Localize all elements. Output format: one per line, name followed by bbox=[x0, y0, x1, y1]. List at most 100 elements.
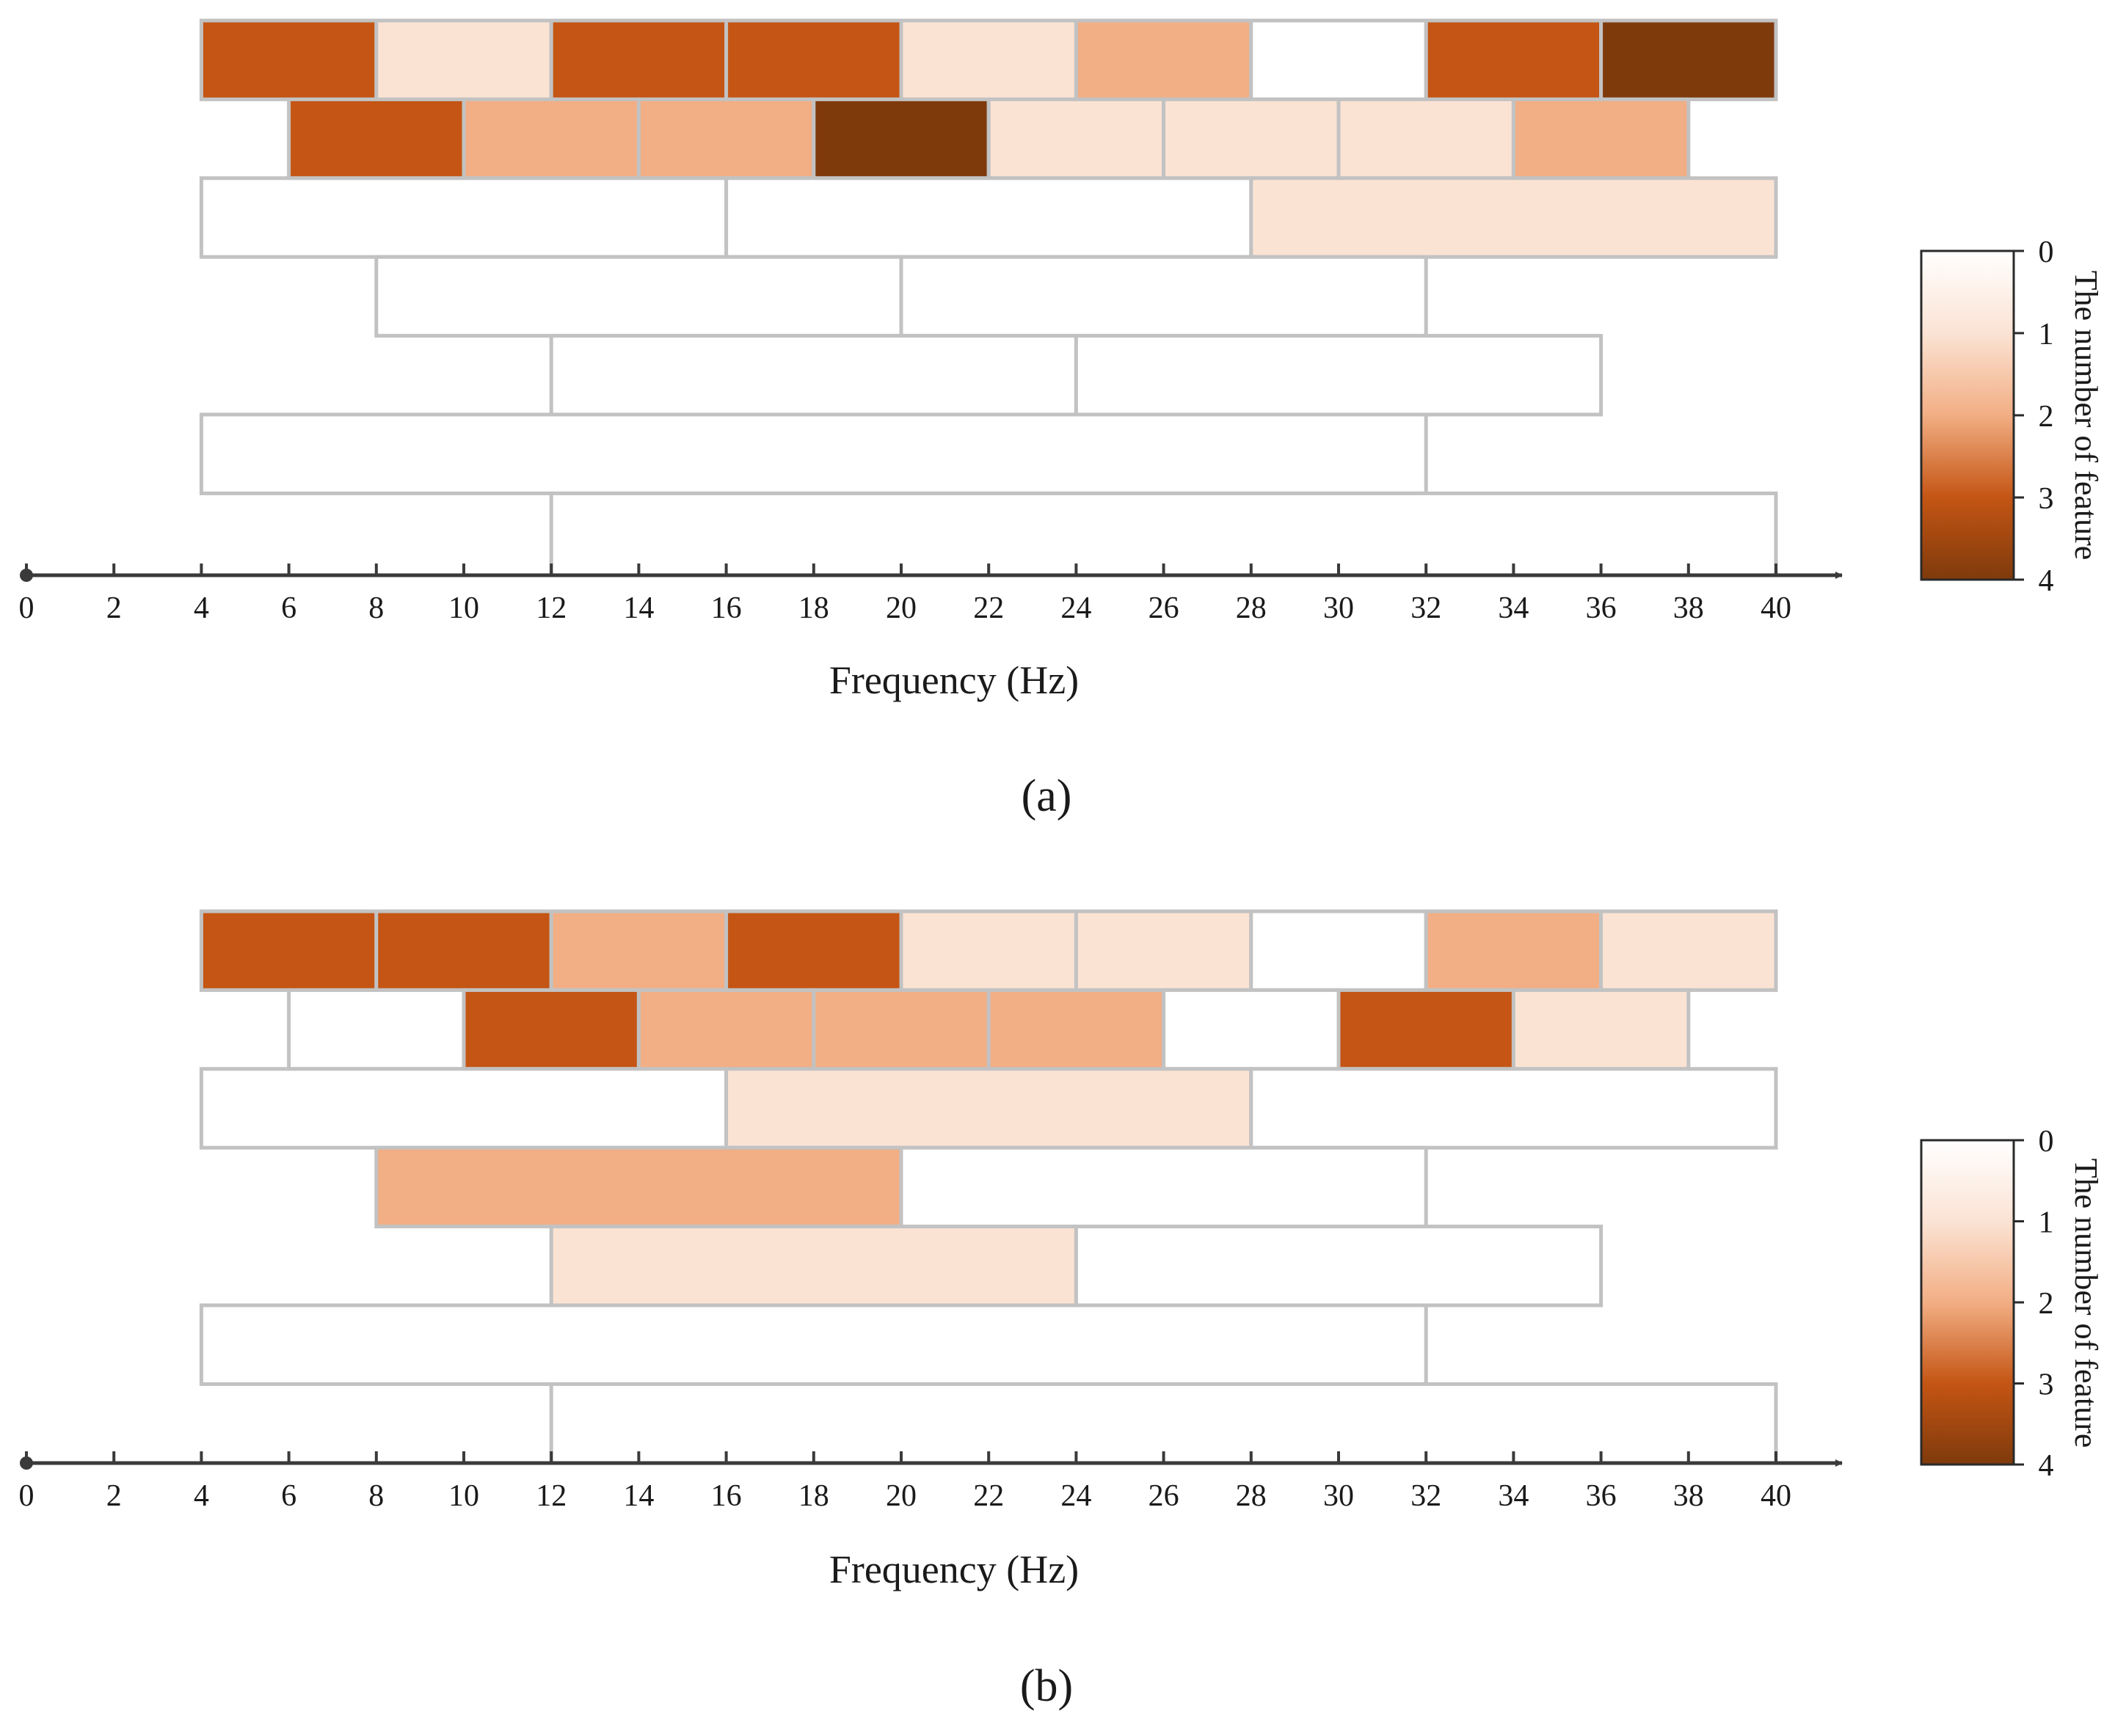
band-cell bbox=[1162, 97, 1341, 180]
heatmap-cells-b bbox=[199, 909, 1778, 1465]
x-tick-label: 22 bbox=[973, 591, 1004, 625]
band-cell bbox=[724, 18, 903, 101]
band-cell bbox=[1249, 176, 1778, 259]
band-cell bbox=[374, 255, 903, 338]
band-cell bbox=[724, 176, 1253, 259]
x-tick-label: 22 bbox=[973, 1479, 1004, 1513]
band-cell bbox=[199, 176, 729, 259]
x-tick-label: 36 bbox=[1586, 1479, 1617, 1513]
x-tick-label: 4 bbox=[194, 591, 209, 625]
x-tick-label: 0 bbox=[19, 591, 34, 625]
panel-label: (b) bbox=[1020, 1661, 1073, 1711]
band-cell bbox=[462, 988, 641, 1071]
band-cell bbox=[549, 18, 729, 101]
x-tick-label: 12 bbox=[536, 591, 567, 625]
band-cell bbox=[1336, 97, 1515, 180]
band-cell bbox=[636, 97, 816, 180]
x-axis-title: Frequency (Hz) bbox=[829, 658, 1079, 702]
band-cell bbox=[549, 334, 1078, 417]
colorbar-tick-label: 0 bbox=[2039, 1125, 2054, 1159]
band-cell bbox=[462, 97, 641, 180]
x-tick-label: 10 bbox=[448, 591, 479, 625]
x-tick-label: 30 bbox=[1323, 1479, 1354, 1513]
colorbar-tick-label: 1 bbox=[2039, 1206, 2054, 1240]
band-cell bbox=[1074, 909, 1253, 992]
x-tick-label: 2 bbox=[106, 1479, 122, 1513]
band-cell bbox=[724, 1067, 1253, 1150]
band-cell bbox=[1424, 909, 1603, 992]
x-axis-b: 0 2 4 6 8 10 12 14 16 18 20 22 24 26 28 30 32 34 36 38 40 bbox=[19, 1451, 1843, 1513]
band-cell bbox=[1074, 334, 1603, 417]
band-cell bbox=[374, 18, 553, 101]
x-tick-label: 26 bbox=[1148, 591, 1179, 625]
colorbar-gradient bbox=[1920, 249, 2015, 581]
colorbar-title: The number of feature bbox=[2068, 271, 2104, 561]
x-tick-label: 16 bbox=[711, 591, 742, 625]
band-cell bbox=[549, 1382, 1778, 1465]
x-tick-label: 0 bbox=[19, 1479, 34, 1513]
x-tick-label: 2 bbox=[106, 591, 122, 625]
x-tick-label: 34 bbox=[1498, 1479, 1529, 1513]
band-cell bbox=[374, 909, 553, 992]
x-tick-label: 30 bbox=[1323, 591, 1354, 625]
x-tick-label: 6 bbox=[281, 1479, 296, 1513]
x-tick-label: 40 bbox=[1761, 591, 1791, 625]
band-cell bbox=[1424, 18, 1603, 101]
band-cell bbox=[287, 988, 466, 1071]
colorbar-tick-label: 3 bbox=[2039, 482, 2054, 516]
band-cell bbox=[1162, 988, 1341, 1071]
colorbar-gradient bbox=[1920, 1139, 2015, 1466]
band-cell bbox=[1599, 909, 1778, 992]
x-tick-label: 28 bbox=[1236, 591, 1267, 625]
colorbar-a: 0 1 2 3 4 bbox=[1920, 236, 2054, 598]
band-cell bbox=[812, 97, 991, 180]
panel-label: (a) bbox=[1022, 771, 1072, 821]
x-tick-label: 24 bbox=[1060, 591, 1091, 625]
band-cell bbox=[199, 1303, 1428, 1386]
panel-b: 0 2 4 6 8 10 12 14 16 18 20 22 24 26 28 30 32 34 36 38 40 Fr… bbox=[19, 909, 2104, 1711]
x-tick-label: 4 bbox=[194, 1479, 209, 1513]
x-tick-label: 26 bbox=[1148, 1479, 1179, 1513]
x-tick-label: 24 bbox=[1060, 1479, 1091, 1513]
band-cell bbox=[1249, 909, 1428, 992]
x-tick-label: 34 bbox=[1498, 591, 1529, 625]
colorbar-tick-label: 1 bbox=[2039, 318, 2054, 351]
colorbar-title: The number of feature bbox=[2068, 1159, 2104, 1448]
colorbar-tick-label: 4 bbox=[2039, 1449, 2054, 1483]
x-ticks-a: 0 2 4 6 8 10 12 14 16 18 20 22 24 26 28 30 32 34 36 38 40 bbox=[19, 564, 1791, 625]
x-tick-label: 18 bbox=[798, 1479, 829, 1513]
x-tick-label: 20 bbox=[886, 1479, 917, 1513]
x-tick-label: 14 bbox=[623, 591, 654, 625]
x-axis-a: 0 2 4 6 8 10 12 14 16 18 20 22 24 26 28 30 32 34 36 38 40 bbox=[19, 564, 1843, 625]
x-tick-label: 14 bbox=[623, 1479, 654, 1513]
x-axis-title: Frequency (Hz) bbox=[829, 1547, 1079, 1591]
x-tick-label: 32 bbox=[1410, 1479, 1441, 1513]
x-ticks-b: 0 2 4 6 8 10 12 14 16 18 20 22 24 26 28 30 32 34 36 38 40 bbox=[19, 1451, 1791, 1513]
x-tick-label: 6 bbox=[281, 591, 296, 625]
colorbar-tick-label: 3 bbox=[2039, 1368, 2054, 1402]
x-tick-label: 32 bbox=[1410, 591, 1441, 625]
x-tick-label: 36 bbox=[1586, 591, 1617, 625]
band-cell bbox=[899, 18, 1078, 101]
band-cell bbox=[1599, 18, 1778, 101]
heatmap-cells-a bbox=[199, 18, 1778, 577]
colorbar-tick-label: 2 bbox=[2039, 400, 2054, 434]
band-cell bbox=[724, 909, 903, 992]
band-cell bbox=[899, 909, 1078, 992]
x-tick-label: 18 bbox=[798, 591, 829, 625]
panel-a: 0 2 4 6 8 10 12 14 16 18 20 22 24 26 28 30 32 34 36 38 40 Fr… bbox=[19, 18, 2104, 821]
colorbar-b: 0 1 2 3 4 bbox=[1920, 1125, 2054, 1483]
band-cell bbox=[199, 412, 1428, 495]
x-tick-label: 20 bbox=[886, 591, 917, 625]
x-tick-label: 12 bbox=[536, 1479, 567, 1513]
band-cell bbox=[899, 255, 1428, 338]
colorbar-tick-label: 4 bbox=[2039, 564, 2054, 598]
band-cell bbox=[1249, 18, 1428, 101]
x-tick-label: 8 bbox=[368, 591, 384, 625]
band-cell bbox=[1336, 988, 1515, 1071]
band-cell bbox=[899, 1145, 1428, 1229]
x-tick-label: 8 bbox=[368, 1479, 384, 1513]
band-cell bbox=[1511, 97, 1691, 180]
x-tick-label: 38 bbox=[1673, 1479, 1704, 1513]
